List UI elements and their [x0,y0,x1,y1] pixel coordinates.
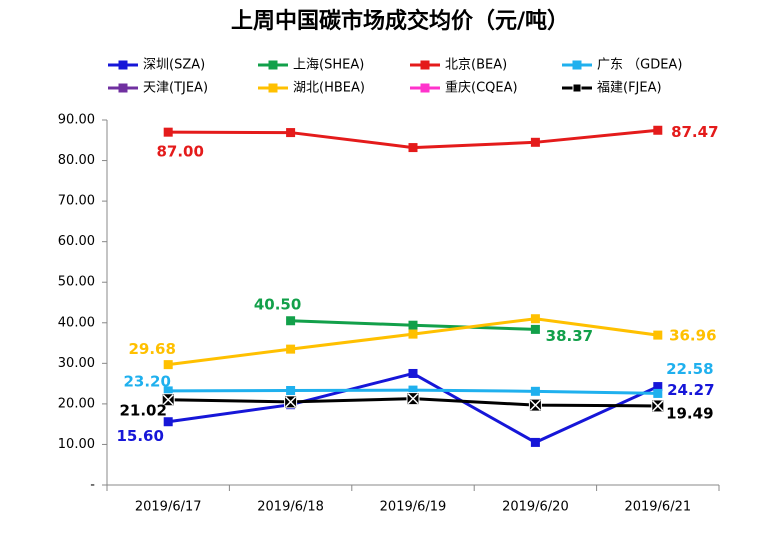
value-label: 29.68 [128,340,175,358]
y-tick-label: 40.00 [58,315,95,330]
value-label: 21.02 [119,401,166,419]
legend-marker [572,60,582,70]
value-label: 36.96 [669,327,716,345]
series-line [167,371,659,445]
point [653,330,663,340]
legend-label: 天津(TJEA) [143,81,208,96]
point [286,344,296,354]
y-tick-label: 50.00 [58,275,95,290]
point-cross [652,400,664,412]
point [163,127,173,137]
x-tick-label: 2019/6/20 [502,500,569,515]
point [530,386,540,396]
point [653,382,663,392]
legend-marker [572,83,582,93]
value-label: 40.50 [254,295,301,313]
y-tick-label: 60.00 [58,234,95,249]
y-tick-label: 70.00 [58,194,95,209]
y-tick-label: - [90,478,95,493]
x-tick-label: 2019/6/21 [624,500,691,515]
legend-marker [268,83,278,93]
point [653,388,663,398]
x-tick-label: 2019/6/18 [257,500,324,515]
value-label: 23.20 [123,372,170,390]
value-label: 87.47 [671,123,718,141]
point [530,324,540,334]
legend-marker [268,60,278,70]
point [408,320,418,330]
y-tick-label: 90.00 [58,113,95,128]
point-cross [407,393,419,405]
value-label: 15.60 [116,427,163,445]
y-tick-label: 10.00 [58,437,95,452]
legend-label: 深圳(SZA) [143,58,205,73]
legend-label: 福建(FJEA) [597,81,662,96]
chart-title: 上周中国碳市场成交均价（元/吨） [231,8,569,34]
legend-label: 湖北(HBEA) [293,81,365,96]
legend-label: 上海(SHEA) [293,58,364,73]
legend-label: 北京(BEA) [445,58,507,73]
point [163,386,173,396]
y-tick-label: 20.00 [58,396,95,411]
point [530,314,540,324]
point [530,437,540,447]
point-cross [285,396,297,408]
point [163,417,173,427]
point [408,329,418,339]
point [408,368,418,378]
value-label: 19.49 [666,404,713,422]
value-label: 87.00 [156,143,203,161]
legend-label: 重庆(CQEA) [445,80,518,96]
x-tick-label: 2019/6/17 [135,500,202,515]
legend-marker [118,60,128,70]
y-tick-label: 80.00 [58,153,95,168]
legend-marker [420,83,430,93]
y-tick-label: 30.00 [58,356,95,371]
point [408,143,418,153]
point [530,137,540,147]
point [286,386,296,396]
point [286,128,296,138]
point [286,316,296,326]
point-cross [529,399,541,411]
point [408,385,418,395]
value-label: 24.27 [667,381,714,399]
legend-label: 广东 （GDEA) [597,58,682,73]
legend-marker [118,83,128,93]
point [653,125,663,135]
value-label: 22.58 [666,360,713,378]
point-cross [162,394,174,406]
value-label: 38.37 [546,327,593,345]
legend-marker [420,60,430,70]
point [163,360,173,370]
x-tick-label: 2019/6/19 [380,500,447,515]
